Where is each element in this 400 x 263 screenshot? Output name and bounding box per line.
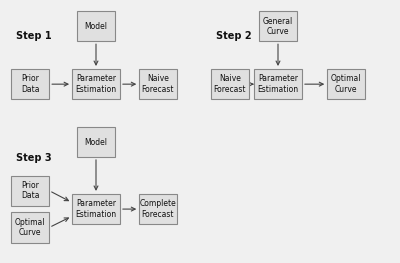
FancyBboxPatch shape xyxy=(139,69,177,99)
Text: Optimal
Curve: Optimal Curve xyxy=(15,218,45,237)
Text: Model: Model xyxy=(84,22,108,31)
Text: Step 1: Step 1 xyxy=(16,31,52,41)
Text: Parameter
Estimation: Parameter Estimation xyxy=(258,74,298,94)
Text: Step 3: Step 3 xyxy=(16,153,52,163)
Text: Prior
Data: Prior Data xyxy=(21,74,39,94)
Text: Parameter
Estimation: Parameter Estimation xyxy=(76,199,116,219)
Text: Step 2: Step 2 xyxy=(216,31,252,41)
FancyBboxPatch shape xyxy=(11,213,49,242)
Text: Complete
Forecast: Complete Forecast xyxy=(140,199,176,219)
Text: General
Curve: General Curve xyxy=(263,17,293,36)
Text: Optimal
Curve: Optimal Curve xyxy=(331,74,361,94)
FancyBboxPatch shape xyxy=(211,69,249,99)
FancyBboxPatch shape xyxy=(72,194,120,224)
FancyBboxPatch shape xyxy=(11,69,49,99)
FancyBboxPatch shape xyxy=(139,194,177,224)
Text: Naive
Forecast: Naive Forecast xyxy=(142,74,174,94)
FancyBboxPatch shape xyxy=(77,11,115,41)
Text: Naive
Forecast: Naive Forecast xyxy=(214,74,246,94)
FancyBboxPatch shape xyxy=(72,69,120,99)
Text: Model: Model xyxy=(84,138,108,146)
FancyBboxPatch shape xyxy=(11,176,49,206)
FancyBboxPatch shape xyxy=(259,11,297,41)
FancyBboxPatch shape xyxy=(327,69,365,99)
FancyBboxPatch shape xyxy=(77,127,115,157)
FancyBboxPatch shape xyxy=(254,69,302,99)
Text: Prior
Data: Prior Data xyxy=(21,181,39,200)
Text: Parameter
Estimation: Parameter Estimation xyxy=(76,74,116,94)
